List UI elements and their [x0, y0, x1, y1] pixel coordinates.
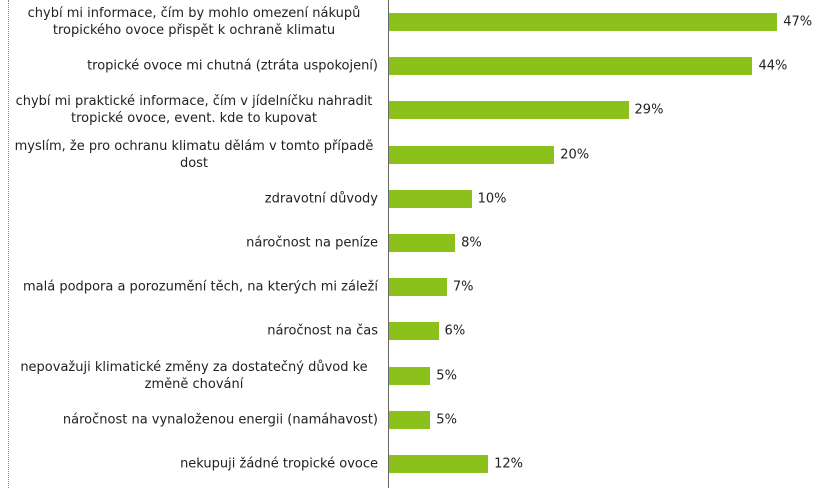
value-label: 8% [461, 235, 482, 251]
bar [389, 278, 447, 297]
bar [389, 101, 629, 120]
category-text: malá podpora a porozumění těch, na který… [23, 279, 378, 295]
category-label: chybí mi praktické informace, čím v jíde… [10, 93, 378, 127]
value-label: 7% [452, 279, 474, 295]
bar [389, 234, 456, 252]
value-label: 6% [444, 323, 466, 339]
frame-line [8, 0, 9, 488]
category-text: tropické ovoce mi chutná (ztráta uspokoj… [87, 58, 378, 74]
category-label: nekupuji žádné tropické ovoce [10, 456, 378, 473]
category-text: zdravotní důvody [264, 191, 378, 207]
category-label: zdravotní důvody [10, 190, 378, 207]
bar [389, 455, 489, 473]
category-label: chybí mi informace, čím by mohlo omezení… [10, 5, 378, 39]
category-label: náročnost na vynaloženou energii (namáha… [10, 411, 378, 428]
value-label: 10% [477, 191, 507, 207]
category-label: náročnost na čas [10, 323, 378, 340]
category-text: náročnost na vynaloženou energii (namáha… [62, 412, 378, 428]
bar [389, 189, 472, 208]
axis-line [388, 0, 389, 488]
category-label: náročnost na peníze [10, 235, 378, 252]
category-text: chybí mi informace, čím by mohlo omezení… [27, 6, 361, 38]
category-text: nepovažuji klimatické změny za dostatečn… [20, 359, 368, 392]
category-text: nekupuji žádné tropické ovoce [180, 456, 378, 472]
category-label: myslím, že pro ochranu klimatu dělám v t… [10, 138, 378, 172]
bar [389, 410, 431, 429]
category-text: myslím, že pro ochranu klimatu dělám v t… [14, 138, 374, 171]
value-label: 29% [634, 102, 664, 118]
value-label: 12% [494, 456, 524, 472]
bar [389, 366, 431, 385]
value-label: 5% [436, 412, 457, 428]
bar [389, 145, 555, 164]
category-text: chybí mi praktické informace, čím v jíde… [15, 94, 373, 127]
bar [389, 322, 439, 341]
bar [389, 13, 778, 31]
value-label: 44% [758, 58, 788, 74]
category-label: malá podpora a porozumění těch, na který… [10, 279, 378, 296]
category-text: náročnost na čas [267, 323, 378, 339]
category-text: náročnost na peníze [246, 235, 378, 251]
category-label: nepovažuji klimatické změny za dostatečn… [10, 359, 378, 393]
value-label: 20% [560, 147, 590, 163]
value-label: 47% [783, 14, 813, 30]
value-label: 5% [436, 368, 457, 384]
bar [389, 57, 753, 76]
category-label: tropické ovoce mi chutná (ztráta uspokoj… [10, 58, 378, 75]
